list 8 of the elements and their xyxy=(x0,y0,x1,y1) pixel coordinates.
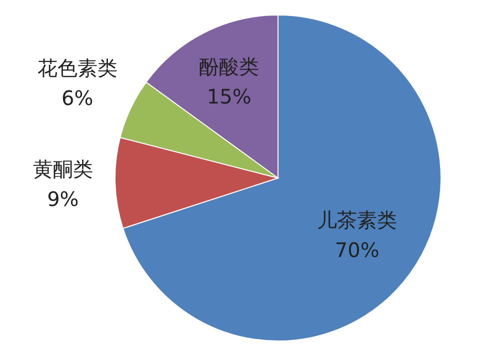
slice-label: 酚酸类 xyxy=(199,54,260,79)
slice-label: 花色素类 xyxy=(37,56,118,80)
slice-label: 儿茶素类 xyxy=(317,208,398,232)
data-label: 6% xyxy=(62,86,94,110)
data-label: 9% xyxy=(47,187,79,212)
data-label: 70% xyxy=(334,238,380,262)
data-label: 15% xyxy=(206,84,252,109)
slice-label: 黄酮类 xyxy=(32,157,93,182)
